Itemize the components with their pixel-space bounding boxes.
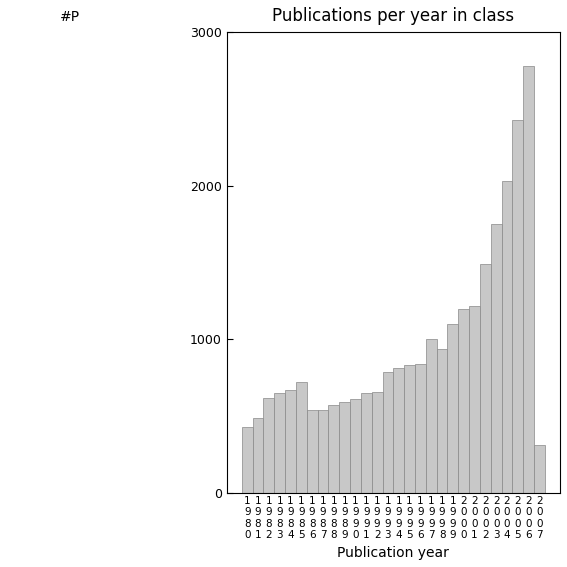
Bar: [523, 66, 534, 493]
Title: Publications per year in class: Publications per year in class: [272, 7, 514, 25]
X-axis label: Publication year: Publication year: [337, 546, 449, 560]
Bar: [458, 308, 469, 493]
Bar: [469, 306, 480, 493]
Bar: [339, 402, 350, 493]
Bar: [491, 224, 502, 493]
Bar: [447, 324, 458, 493]
Bar: [513, 120, 523, 493]
Bar: [307, 410, 318, 493]
Bar: [502, 181, 513, 493]
Bar: [242, 427, 253, 493]
Bar: [415, 364, 426, 493]
Bar: [328, 405, 339, 493]
Bar: [372, 392, 383, 493]
Bar: [404, 365, 415, 493]
Bar: [253, 418, 264, 493]
Bar: [383, 371, 393, 493]
Bar: [285, 390, 296, 493]
Bar: [534, 445, 545, 493]
Bar: [437, 349, 447, 493]
Bar: [393, 369, 404, 493]
Bar: [350, 399, 361, 493]
Bar: [361, 393, 372, 493]
Bar: [274, 393, 285, 493]
Bar: [296, 382, 307, 493]
Text: #P: #P: [60, 10, 80, 24]
Bar: [264, 397, 274, 493]
Bar: [480, 264, 491, 493]
Bar: [318, 410, 328, 493]
Bar: [426, 339, 437, 493]
